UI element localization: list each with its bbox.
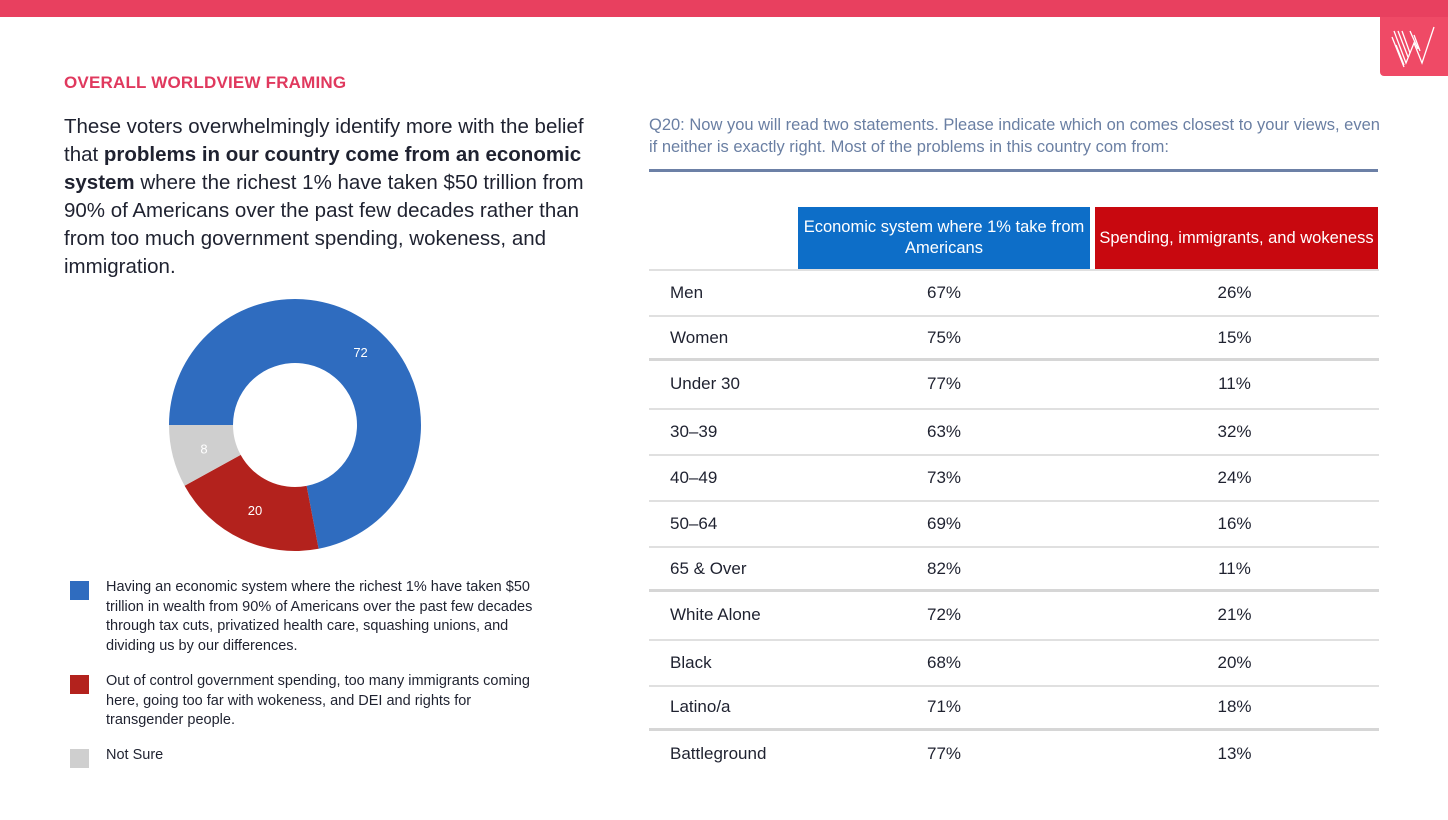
intro-paragraph: These voters overwhelmingly identify mor… <box>64 113 594 281</box>
data-label: 8 <box>200 441 207 456</box>
results-table: Men 67% 26% Women 75% 15% Under 30 77% 11% 30–39 6… <box>649 269 1379 777</box>
legend-swatch <box>70 749 89 768</box>
legend-swatch <box>70 581 89 600</box>
data-label: 72 <box>353 345 367 360</box>
row-label: Black <box>670 652 712 672</box>
row-label: 40–49 <box>670 467 718 487</box>
section-title: OVERALL WORLDVIEW FRAMING <box>64 73 347 92</box>
data-label: 20 <box>248 503 262 518</box>
spending-value: 21% <box>1217 605 1252 625</box>
legend-label: Out of control government spending, too … <box>106 673 530 728</box>
row-label: 65 & Over <box>670 558 747 578</box>
economic-value: 71% <box>926 697 962 717</box>
intro-text: where the richest 1% have taken $50 tril… <box>64 171 584 278</box>
table-row: 65 & Over 82% 11% <box>649 546 1379 593</box>
donut-slice <box>184 454 319 551</box>
donut-slice <box>169 299 421 549</box>
column-header-spending: Spending, immigrants, and wokeness <box>1095 207 1378 269</box>
question-text: Q20: Now you will read two statements. P… <box>649 116 1380 156</box>
row-label: 50–64 <box>670 514 718 534</box>
economic-value: 82% <box>926 558 962 578</box>
spending-value: 26% <box>1217 283 1252 303</box>
column-header-economic: Economic system where 1% take from Ameri… <box>798 207 1090 269</box>
table-row: Men 67% 26% <box>649 269 1379 315</box>
table-row: 50–64 69% 16% <box>649 499 1379 546</box>
spending-value: 18% <box>1217 697 1252 717</box>
economic-value: 72% <box>926 605 962 625</box>
donut-chart: 72 20 8 <box>169 299 421 551</box>
divider <box>649 169 1378 172</box>
spending-value: 20% <box>1217 652 1252 672</box>
table-row: Black 68% 20% <box>649 638 1379 685</box>
spending-value: 16% <box>1217 514 1252 534</box>
spending-value: 11% <box>1218 558 1251 578</box>
row-label: White Alone <box>670 605 761 625</box>
donut-slice <box>169 425 241 486</box>
row-label: Battleground <box>670 743 767 763</box>
legend-label: Not Sure <box>106 747 164 763</box>
economic-value: 73% <box>926 467 962 487</box>
table-row: Under 30 77% 11% <box>649 361 1379 407</box>
row-label: 30–39 <box>670 421 718 441</box>
economic-value: 68% <box>926 652 962 672</box>
economic-value: 75% <box>926 327 962 347</box>
table-row: Latino/a 71% 18% <box>649 684 1379 731</box>
table-row: White Alone 72% 21% <box>649 592 1379 638</box>
table-row: Women 75% 15% <box>649 315 1379 362</box>
table-row: 40–49 73% 24% <box>649 453 1379 500</box>
row-label: Women <box>670 327 729 347</box>
table-row: Battleground 77% 13% <box>649 731 1379 777</box>
economic-value: 77% <box>926 374 962 394</box>
intro-text: These voters overwhelmingly identify mor… <box>64 115 584 166</box>
row-label: Latino/a <box>670 697 731 717</box>
row-label: Under 30 <box>670 374 740 394</box>
intro-bold-text: problems in our country come from an eco… <box>64 143 582 194</box>
legend-label: Having an economic system where the rich… <box>106 579 533 654</box>
spending-value: 24% <box>1217 467 1252 487</box>
row-label: Men <box>670 283 704 303</box>
legend-swatch <box>70 675 89 694</box>
spending-value: 13% <box>1217 743 1252 763</box>
economic-value: 77% <box>926 743 962 763</box>
top-accent-bar <box>0 0 1448 17</box>
economic-value: 69% <box>926 514 962 534</box>
table-row: 30–39 63% 32% <box>649 407 1379 454</box>
spending-value: 11% <box>1218 374 1251 394</box>
w-logo-icon <box>1380 17 1448 76</box>
spending-value: 32% <box>1217 421 1252 441</box>
economic-value: 67% <box>926 283 962 303</box>
spending-value: 15% <box>1217 327 1252 347</box>
economic-value: 63% <box>926 421 962 441</box>
